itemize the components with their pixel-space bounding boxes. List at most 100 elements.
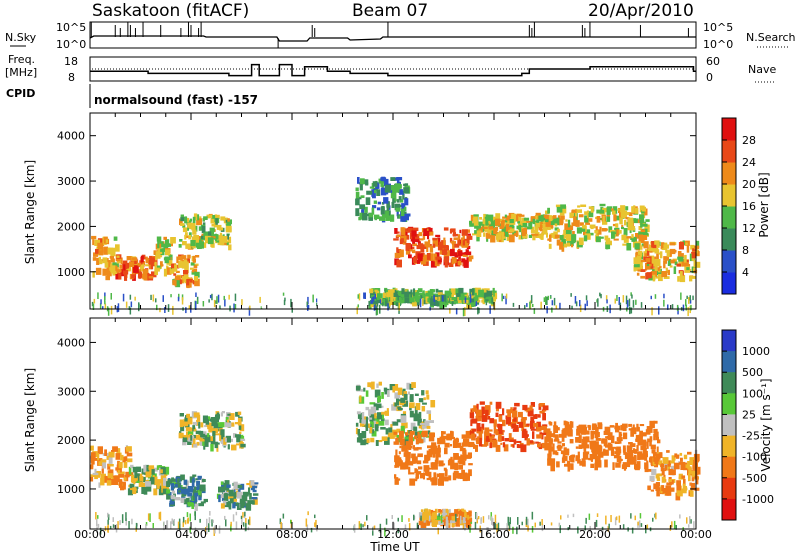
- echo-cell: [564, 463, 569, 467]
- echo-cell: [399, 460, 403, 467]
- echo-cell: [680, 457, 683, 462]
- echo-cell: [252, 489, 257, 493]
- echo-cell: [229, 422, 235, 427]
- echo-cell: [653, 457, 657, 462]
- echo-cell: [179, 239, 183, 242]
- echo-cell: [216, 296, 218, 304]
- echo-cell: [516, 440, 522, 443]
- echo-cell: [502, 408, 505, 416]
- echo-cell: [466, 257, 469, 263]
- echo-cell: [461, 258, 466, 263]
- echo-cell: [488, 435, 493, 442]
- echo-cell: [489, 442, 493, 449]
- echo-cell: [200, 430, 204, 435]
- echo-cell: [584, 229, 591, 236]
- echo-cell: [481, 444, 488, 447]
- echo-cell: [404, 461, 409, 470]
- echo-cell: [437, 296, 441, 301]
- echo-cell: [670, 469, 676, 476]
- echo-cell: [596, 209, 602, 214]
- echo-cell: [680, 292, 682, 300]
- echo-cell: [493, 228, 498, 235]
- echo-cell: [403, 187, 410, 194]
- echo-cell: [315, 519, 317, 528]
- echo-cell: [585, 517, 587, 524]
- echo-cell: [663, 474, 666, 478]
- echo-cell: [623, 228, 628, 236]
- echo-cell: [669, 249, 672, 257]
- echo-cell: [200, 422, 204, 428]
- echo-cell: [658, 265, 662, 269]
- echo-cell: [168, 492, 172, 496]
- echo-cell: [587, 424, 591, 428]
- echo-cell: [643, 241, 649, 249]
- echo-cell: [546, 232, 548, 238]
- echo-cell: [223, 295, 225, 301]
- echo-cell: [218, 494, 221, 503]
- echo-cell: [428, 412, 431, 420]
- echo-cell: [556, 206, 563, 213]
- echo-cell: [606, 215, 611, 222]
- echo-cell: [477, 414, 482, 422]
- echo-cell: [378, 381, 382, 386]
- echo-cell: [651, 241, 657, 248]
- echo-cell: [390, 192, 397, 199]
- echo-cell: [366, 515, 368, 521]
- echo-cell: [654, 259, 661, 267]
- echo-cell: [542, 405, 549, 411]
- echo-cell: [105, 239, 108, 243]
- echo-cell: [440, 509, 443, 513]
- echo-cell: [487, 290, 493, 297]
- echo-cell: [399, 249, 404, 258]
- echo-cell: [661, 468, 665, 476]
- echo-cell: [590, 463, 595, 468]
- echo-cell: [314, 522, 316, 527]
- echo-cell: [641, 210, 645, 214]
- echo-cell: [604, 426, 611, 435]
- echo-cell: [463, 438, 470, 443]
- echo-cell: [497, 423, 501, 428]
- echo-cell: [492, 518, 494, 526]
- echo-cell: [198, 503, 204, 507]
- echo-cell: [554, 227, 559, 231]
- echo-cell: [476, 423, 481, 430]
- echo-cell: [584, 525, 586, 531]
- echo-cell: [405, 228, 408, 232]
- echo-cell: [620, 210, 623, 218]
- echo-cell: [653, 428, 658, 434]
- echo-cell: [383, 197, 389, 204]
- echo-cell: [91, 301, 94, 307]
- echo-cell: [547, 207, 550, 214]
- echo-cell: [383, 292, 387, 300]
- echo-cell: [460, 511, 464, 516]
- echo-cell: [170, 237, 173, 244]
- echo-cell: [644, 462, 649, 470]
- echo-cell: [394, 177, 398, 181]
- velocity-colorbar-label: Velocity [m s⁻¹]: [759, 378, 773, 471]
- echo-cell: [682, 304, 685, 312]
- echo-cell: [511, 213, 516, 222]
- echo-cell: [623, 463, 627, 471]
- echo-cell: [170, 294, 172, 298]
- echo-cell: [597, 423, 603, 430]
- echo-cell: [179, 218, 183, 226]
- echo-cell: [634, 264, 640, 268]
- echo-cell: [200, 241, 204, 249]
- nave-tick-bottom: 0: [706, 71, 713, 84]
- echo-cell: [595, 438, 601, 441]
- echo-cell: [582, 460, 586, 467]
- echo-cell: [423, 228, 429, 236]
- echo-cell: [530, 420, 535, 429]
- echo-cell: [185, 427, 192, 432]
- echo-cell: [637, 250, 643, 255]
- echo-cell: [160, 261, 163, 267]
- echo-cell: [237, 411, 242, 415]
- echo-cell: [483, 232, 486, 237]
- echo-cell: [567, 514, 569, 518]
- echo-cell: [447, 250, 452, 256]
- echo-cell: [521, 417, 527, 421]
- echo-cell: [548, 438, 553, 445]
- echo-cell: [394, 402, 397, 407]
- echo-cell: [253, 482, 259, 485]
- echo-cell: [421, 296, 428, 305]
